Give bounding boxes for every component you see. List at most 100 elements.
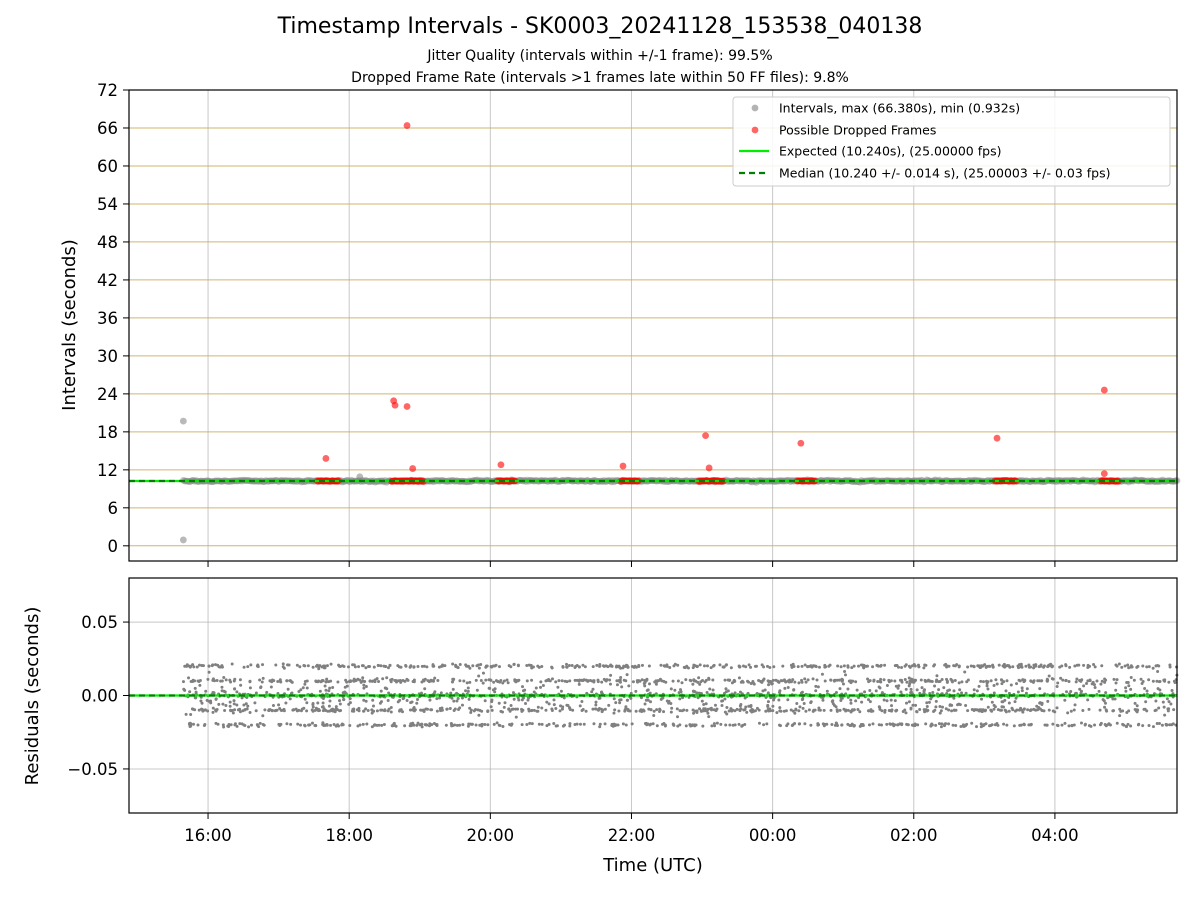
residual-point — [979, 679, 983, 683]
residual-point — [788, 678, 792, 682]
residual-point — [652, 709, 656, 713]
residual-point — [477, 666, 481, 670]
residual-point — [984, 665, 988, 669]
residual-point — [827, 664, 831, 668]
residual-point — [684, 724, 688, 728]
residual-point — [249, 663, 253, 667]
residual-point — [432, 721, 436, 725]
residual-point — [856, 664, 860, 668]
residual-point — [201, 664, 205, 668]
residual-point — [334, 705, 338, 709]
residual-point — [1004, 709, 1008, 713]
residual-point — [1016, 664, 1020, 668]
legend-dropped-label: Possible Dropped Frames — [779, 123, 936, 138]
residual-point — [609, 673, 613, 677]
residual-point — [265, 690, 269, 694]
residual-point — [838, 687, 842, 691]
residual-point — [383, 708, 387, 712]
residual-point — [261, 676, 265, 680]
residual-point — [1092, 663, 1096, 667]
residual-point — [1073, 703, 1077, 707]
residual-point — [934, 699, 938, 703]
residual-point — [247, 725, 251, 729]
residual-point — [849, 698, 853, 702]
residual-point — [888, 709, 892, 713]
residual-point — [938, 711, 942, 715]
residual-point — [608, 678, 612, 682]
residual-point — [253, 701, 257, 705]
residual-point — [809, 701, 813, 705]
residual-point — [1060, 664, 1064, 668]
residual-point — [914, 703, 918, 707]
residual-point — [219, 679, 223, 683]
residual-point — [238, 678, 242, 682]
residual-point — [821, 698, 825, 702]
residual-point — [1123, 664, 1127, 668]
residual-point — [890, 704, 894, 708]
residual-point — [765, 722, 769, 726]
residual-point — [958, 688, 962, 692]
residual-point — [547, 702, 551, 706]
residual-point — [646, 698, 650, 702]
residual-point — [1004, 689, 1008, 693]
residual-point — [311, 703, 315, 707]
residual-point — [761, 689, 765, 693]
residual-point — [1067, 680, 1071, 684]
residual-point — [486, 723, 490, 727]
residual-point — [513, 679, 517, 683]
residual-point — [325, 664, 329, 668]
residual-point — [1165, 697, 1169, 701]
residual-point — [1136, 664, 1140, 668]
residual-point — [728, 723, 732, 727]
residual-point — [1086, 663, 1090, 667]
legend-dropped-marker — [751, 126, 759, 134]
residual-point — [552, 703, 556, 707]
residual-point — [786, 698, 790, 702]
residual-point — [832, 678, 836, 682]
dropped-frame-point — [403, 122, 411, 129]
residual-point — [1112, 677, 1116, 681]
residual-point — [1006, 664, 1010, 667]
residual-point — [803, 663, 807, 667]
residual-point — [893, 664, 897, 668]
residual-point — [455, 699, 459, 703]
residual-point — [816, 685, 820, 689]
residual-point — [725, 706, 729, 710]
residual-point — [981, 724, 985, 728]
residual-point — [337, 664, 341, 668]
residual-point — [859, 663, 863, 667]
residual-point — [945, 665, 949, 669]
residual-point — [651, 722, 655, 726]
residual-point — [1026, 708, 1030, 712]
intervals-plot-frame — [128, 89, 1178, 562]
residual-point — [957, 681, 961, 685]
residual-point — [866, 677, 870, 681]
residual-point — [516, 664, 520, 668]
residual-point — [567, 664, 571, 668]
residual-point — [453, 723, 457, 727]
residual-point — [617, 664, 621, 668]
residual-point — [814, 665, 818, 669]
residual-point — [571, 708, 575, 712]
residual-point — [228, 700, 232, 704]
residual-point — [655, 724, 659, 728]
residual-point — [729, 707, 733, 711]
residual-point — [317, 667, 321, 671]
residual-point — [485, 664, 489, 668]
residual-point — [1104, 691, 1108, 695]
residual-point — [811, 677, 815, 681]
residual-point — [1135, 704, 1139, 708]
residual-point — [711, 678, 715, 682]
residual-point — [695, 665, 699, 669]
residual-point — [1022, 707, 1026, 711]
dropped-frame-point — [797, 439, 805, 447]
residual-point — [1154, 664, 1158, 668]
residual-point — [904, 687, 908, 691]
residual-point — [451, 687, 455, 691]
residual-point — [552, 721, 556, 725]
residual-point — [692, 663, 696, 667]
residual-point — [316, 701, 320, 705]
residual-point — [918, 691, 922, 695]
residual-point — [776, 680, 780, 684]
residual-point — [1060, 723, 1064, 727]
